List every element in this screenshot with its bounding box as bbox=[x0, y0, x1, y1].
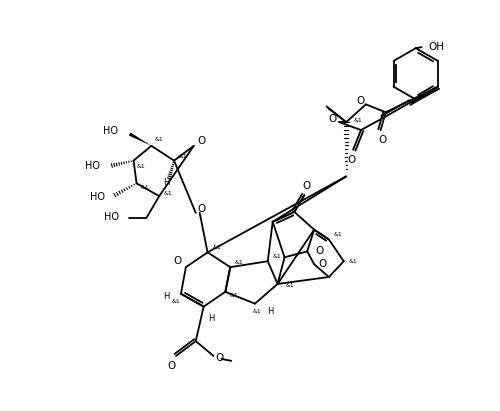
Text: &1: &1 bbox=[252, 309, 262, 314]
Text: O: O bbox=[347, 155, 356, 165]
Text: &1: &1 bbox=[140, 185, 149, 190]
Text: &1: &1 bbox=[172, 299, 180, 304]
Polygon shape bbox=[129, 132, 152, 146]
Text: O: O bbox=[356, 97, 364, 106]
Text: O: O bbox=[174, 256, 182, 266]
Text: &1: &1 bbox=[230, 293, 238, 298]
Text: O: O bbox=[198, 204, 206, 214]
Text: H: H bbox=[267, 307, 273, 316]
Text: &1: &1 bbox=[163, 191, 172, 196]
Text: H: H bbox=[208, 314, 214, 323]
Text: H: H bbox=[163, 178, 170, 187]
Text: O: O bbox=[318, 259, 326, 269]
Text: &1: &1 bbox=[286, 284, 294, 289]
Text: HO: HO bbox=[90, 192, 105, 202]
Text: &1: &1 bbox=[136, 164, 145, 169]
Text: &1: &1 bbox=[348, 259, 358, 264]
Text: HO: HO bbox=[104, 212, 119, 222]
Text: O: O bbox=[167, 361, 175, 371]
Text: HO: HO bbox=[103, 126, 118, 136]
Text: &1: &1 bbox=[212, 245, 222, 250]
Text: O: O bbox=[315, 246, 323, 256]
Text: O: O bbox=[198, 136, 206, 146]
Text: OH: OH bbox=[428, 42, 444, 52]
Text: &1: &1 bbox=[179, 154, 188, 159]
Text: &1: &1 bbox=[334, 232, 342, 237]
Text: H: H bbox=[163, 292, 170, 301]
Text: &1: &1 bbox=[234, 260, 243, 265]
Text: HO: HO bbox=[85, 161, 100, 171]
Text: O: O bbox=[302, 181, 310, 191]
Text: O: O bbox=[328, 114, 336, 124]
Text: O: O bbox=[216, 353, 224, 363]
Text: &1: &1 bbox=[154, 137, 163, 142]
Text: &1: &1 bbox=[354, 118, 363, 122]
Text: O: O bbox=[378, 135, 387, 145]
Text: &1: &1 bbox=[272, 254, 281, 259]
